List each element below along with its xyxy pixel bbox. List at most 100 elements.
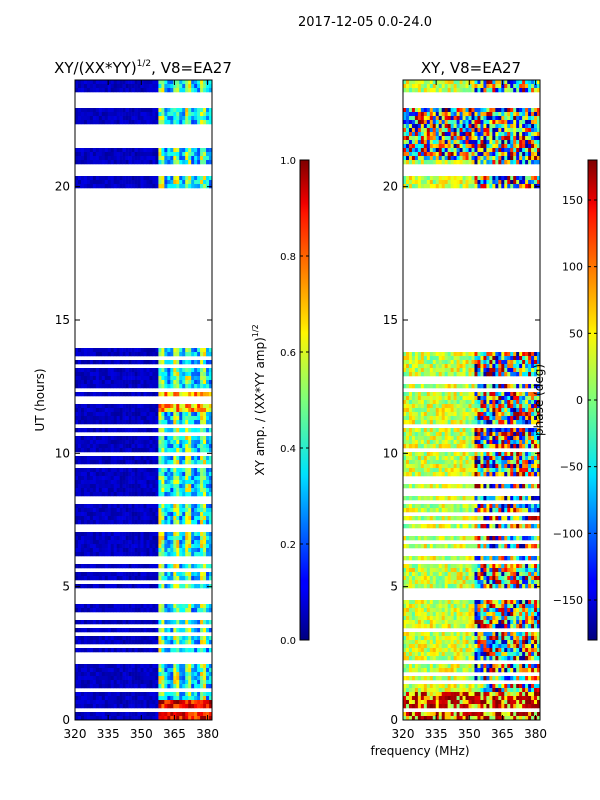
heatmap-cell xyxy=(432,184,437,189)
heatmap-cell xyxy=(119,484,123,489)
heatmap-cell xyxy=(471,392,475,397)
heatmap-cell xyxy=(164,160,168,165)
heatmap-cell xyxy=(414,360,419,365)
heatmap-cell xyxy=(143,444,147,449)
heatmap-cell xyxy=(510,124,514,129)
heatmap-cell xyxy=(155,572,159,577)
heatmap-cell xyxy=(125,704,129,709)
heatmap-cell xyxy=(167,604,171,609)
heatmap-cell xyxy=(110,684,115,689)
heatmap-cell xyxy=(113,156,117,161)
heatmap-cell xyxy=(483,364,487,369)
heatmap-cell xyxy=(468,120,472,125)
heatmap-cell xyxy=(489,396,493,401)
heatmap-cell xyxy=(498,400,502,405)
heatmap-cell xyxy=(83,476,88,481)
heatmap-cell xyxy=(489,128,493,133)
heatmap-cell xyxy=(107,156,112,161)
heatmap-cell xyxy=(513,148,517,153)
heatmap-cell xyxy=(507,364,511,369)
heatmap-cell xyxy=(134,180,138,185)
heatmap-cell xyxy=(113,508,117,513)
heatmap-cell xyxy=(474,112,478,117)
heatmap-cell xyxy=(164,704,168,709)
heatmap-cell xyxy=(182,456,186,461)
heatmap-cell xyxy=(122,436,126,441)
heatmap-cell xyxy=(98,684,103,689)
heatmap-cell xyxy=(510,384,514,389)
heatmap-cell xyxy=(125,148,129,153)
heatmap-cell xyxy=(167,508,171,513)
heatmap-cell xyxy=(411,368,416,373)
heatmap-cell xyxy=(110,604,115,609)
heatmap-cell xyxy=(101,380,106,385)
heatmap-cell xyxy=(447,372,451,377)
heatmap-cell xyxy=(83,472,88,477)
heatmap-cell xyxy=(122,456,126,461)
heatmap-cell xyxy=(191,116,195,121)
heatmap-cell xyxy=(188,636,192,641)
heatmap-cell xyxy=(89,376,94,381)
heatmap-cell xyxy=(191,692,195,697)
heatmap-cell xyxy=(200,584,204,589)
heatmap-cell xyxy=(435,120,440,125)
heatmap-cell xyxy=(483,356,487,361)
heatmap-cell xyxy=(107,408,112,413)
heatmap-cell xyxy=(534,144,538,149)
heatmap-cell xyxy=(179,420,183,425)
heatmap-cell xyxy=(459,184,463,189)
heatmap-cell xyxy=(140,680,144,685)
heatmap-cell xyxy=(179,120,183,125)
heatmap-cell xyxy=(525,160,529,165)
heatmap-cell xyxy=(468,112,472,117)
heatmap-cell xyxy=(152,712,156,717)
heatmap-cell xyxy=(131,484,135,489)
heatmap-cell xyxy=(83,456,88,461)
heatmap-cell xyxy=(155,676,159,681)
heatmap-cell xyxy=(188,680,192,685)
heatmap-cell xyxy=(92,476,97,481)
heatmap-cell xyxy=(122,492,126,497)
heatmap-cell xyxy=(459,176,463,181)
heatmap-cell xyxy=(185,436,189,441)
heatmap-cell xyxy=(155,504,159,509)
heatmap-cell xyxy=(417,80,422,85)
heatmap-cell xyxy=(185,564,189,569)
heatmap-cell xyxy=(489,360,493,365)
heatmap-cell xyxy=(522,148,526,153)
heatmap-cell xyxy=(167,628,171,633)
heatmap-cell xyxy=(161,576,165,581)
heatmap-cell xyxy=(495,88,499,93)
heatmap-cell xyxy=(80,460,85,465)
heatmap-cell xyxy=(519,400,523,405)
heatmap-cell xyxy=(80,664,85,669)
heatmap-cell xyxy=(194,444,198,449)
heatmap-cell xyxy=(441,84,445,89)
heatmap-cell xyxy=(179,404,183,409)
heatmap-cell xyxy=(167,428,171,433)
heatmap-cell xyxy=(477,396,481,401)
heatmap-cell xyxy=(155,488,159,493)
heatmap-cell xyxy=(185,352,189,357)
heatmap-cell xyxy=(98,88,103,93)
heatmap-cell xyxy=(206,680,210,685)
heatmap-cell xyxy=(170,648,174,653)
heatmap-cell xyxy=(182,488,186,493)
heatmap-cell xyxy=(95,484,100,489)
heatmap-cell xyxy=(432,404,437,409)
heatmap-cell xyxy=(194,476,198,481)
heatmap-cell xyxy=(528,392,532,397)
heatmap-cell xyxy=(119,700,123,705)
heatmap-cell xyxy=(104,692,109,697)
heatmap-cell xyxy=(403,408,407,413)
heatmap-cell xyxy=(173,368,177,373)
heatmap-cell xyxy=(426,124,431,129)
heatmap-cell xyxy=(459,384,463,389)
heatmap-cell xyxy=(179,472,183,477)
heatmap-cell xyxy=(75,628,79,633)
heatmap-cell xyxy=(206,628,210,633)
heatmap-cell xyxy=(423,152,428,157)
heatmap-cell xyxy=(95,664,100,669)
heatmap-cell xyxy=(134,508,138,513)
heatmap-cell xyxy=(194,448,198,453)
